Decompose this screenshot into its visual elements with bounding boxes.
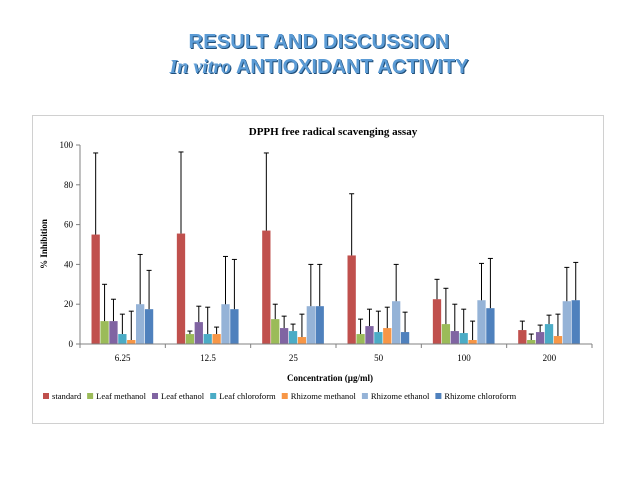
x-axis-ticks: 6.25 12.5 25 50 100 200 bbox=[79, 344, 593, 363]
bar bbox=[288, 331, 298, 344]
bar bbox=[365, 326, 374, 344]
legend-swatch bbox=[87, 393, 94, 399]
legend-swatch bbox=[361, 393, 368, 399]
subtitle-italic-part: In vitro bbox=[169, 56, 232, 78]
legend-swatch bbox=[210, 393, 217, 399]
bar bbox=[441, 324, 451, 344]
legend-label: Rhizome chloroform bbox=[444, 391, 516, 401]
bar bbox=[230, 309, 239, 344]
bar bbox=[527, 340, 536, 344]
x-tick-label: 100 bbox=[457, 353, 471, 363]
legend-label: Leaf chloroform bbox=[219, 391, 276, 401]
bar bbox=[118, 334, 127, 344]
chart-title: DPPH free radical scavenging assay bbox=[249, 126, 418, 138]
bar bbox=[477, 300, 486, 344]
slide-title: RESULT AND DISCUSSION bbox=[188, 31, 450, 53]
legend-swatch bbox=[435, 393, 442, 399]
y-axis-label: % Inhibition bbox=[39, 219, 49, 269]
bar bbox=[100, 321, 109, 344]
bar bbox=[221, 304, 230, 344]
bar bbox=[562, 301, 571, 344]
x-tick-label: 12.5 bbox=[200, 353, 216, 363]
bar bbox=[315, 306, 324, 344]
bar bbox=[136, 304, 145, 344]
y-tick-label: 40 bbox=[64, 259, 74, 269]
x-tick-label: 25 bbox=[289, 353, 299, 363]
bar bbox=[450, 331, 459, 344]
bar bbox=[271, 319, 280, 344]
legend-label: standard bbox=[52, 391, 82, 401]
bar bbox=[459, 333, 468, 344]
bar bbox=[374, 332, 383, 344]
bar bbox=[432, 299, 442, 344]
y-tick-label: 100 bbox=[60, 140, 74, 150]
bar bbox=[91, 234, 100, 344]
bar bbox=[176, 233, 186, 344]
bar bbox=[109, 321, 118, 344]
y-tick-label: 0 bbox=[69, 339, 74, 349]
bar bbox=[468, 340, 477, 344]
bar bbox=[553, 336, 563, 344]
y-tick-label: 20 bbox=[64, 299, 74, 309]
bar bbox=[400, 332, 410, 344]
legend-label: Leaf methanol bbox=[96, 391, 146, 401]
x-tick-label: 50 bbox=[374, 353, 384, 363]
bar-series bbox=[91, 151, 580, 344]
legend-swatch bbox=[281, 393, 288, 399]
bar bbox=[392, 301, 401, 344]
slide-subtitle: In vitro ANTIOXIDANT ACTIVITY bbox=[0, 56, 638, 79]
bar bbox=[279, 328, 289, 344]
bar bbox=[383, 328, 392, 344]
bar bbox=[571, 300, 580, 344]
bar bbox=[203, 334, 212, 344]
bar bbox=[262, 230, 271, 344]
y-tick-label: 60 bbox=[64, 220, 74, 230]
axes bbox=[79, 145, 592, 345]
y-tick-label: 80 bbox=[64, 180, 74, 190]
subtitle-rest: ANTIOXIDANT ACTIVITY bbox=[235, 56, 469, 78]
legend: standard Leaf methanol Leaf ethanol Leaf ch… bbox=[43, 391, 517, 401]
bar bbox=[297, 337, 307, 344]
bar bbox=[535, 332, 545, 344]
bar bbox=[518, 330, 527, 344]
bar bbox=[127, 340, 136, 344]
x-tick-label: 200 bbox=[543, 353, 557, 363]
bar bbox=[544, 324, 554, 344]
bar bbox=[185, 334, 195, 344]
legend-swatch bbox=[152, 393, 158, 399]
bar bbox=[194, 322, 203, 344]
bar bbox=[356, 334, 365, 344]
legend-label: Leaf ethanol bbox=[161, 391, 205, 401]
legend-label: Rhizome ethanol bbox=[371, 391, 430, 401]
x-axis-label: Concentration (µg/ml) bbox=[287, 373, 373, 383]
bar bbox=[486, 308, 495, 344]
x-tick-label: 6.25 bbox=[115, 353, 131, 363]
y-axis-ticks: 0 20 40 60 80 100 bbox=[60, 140, 80, 349]
dpph-bar-chart: DPPH free radical scavenging assay % Inh… bbox=[39, 126, 593, 401]
chart-panel: DPPH free radical scavenging assay % Inh… bbox=[32, 115, 604, 424]
legend-swatch bbox=[43, 393, 49, 399]
bar bbox=[144, 309, 154, 344]
bar bbox=[306, 306, 315, 344]
legend-label: Rhizome methanol bbox=[291, 391, 357, 401]
bar bbox=[212, 334, 221, 344]
bar bbox=[347, 255, 356, 344]
